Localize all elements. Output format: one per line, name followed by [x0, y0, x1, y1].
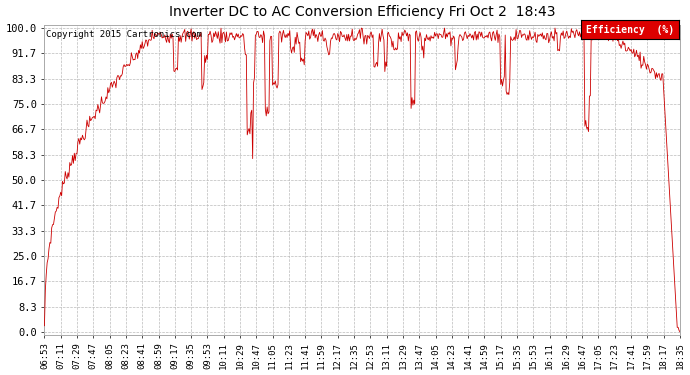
Title: Inverter DC to AC Conversion Efficiency Fri Oct 2  18:43: Inverter DC to AC Conversion Efficiency …: [169, 5, 555, 19]
Text: Copyright 2015 Cartronics.com: Copyright 2015 Cartronics.com: [46, 30, 201, 39]
